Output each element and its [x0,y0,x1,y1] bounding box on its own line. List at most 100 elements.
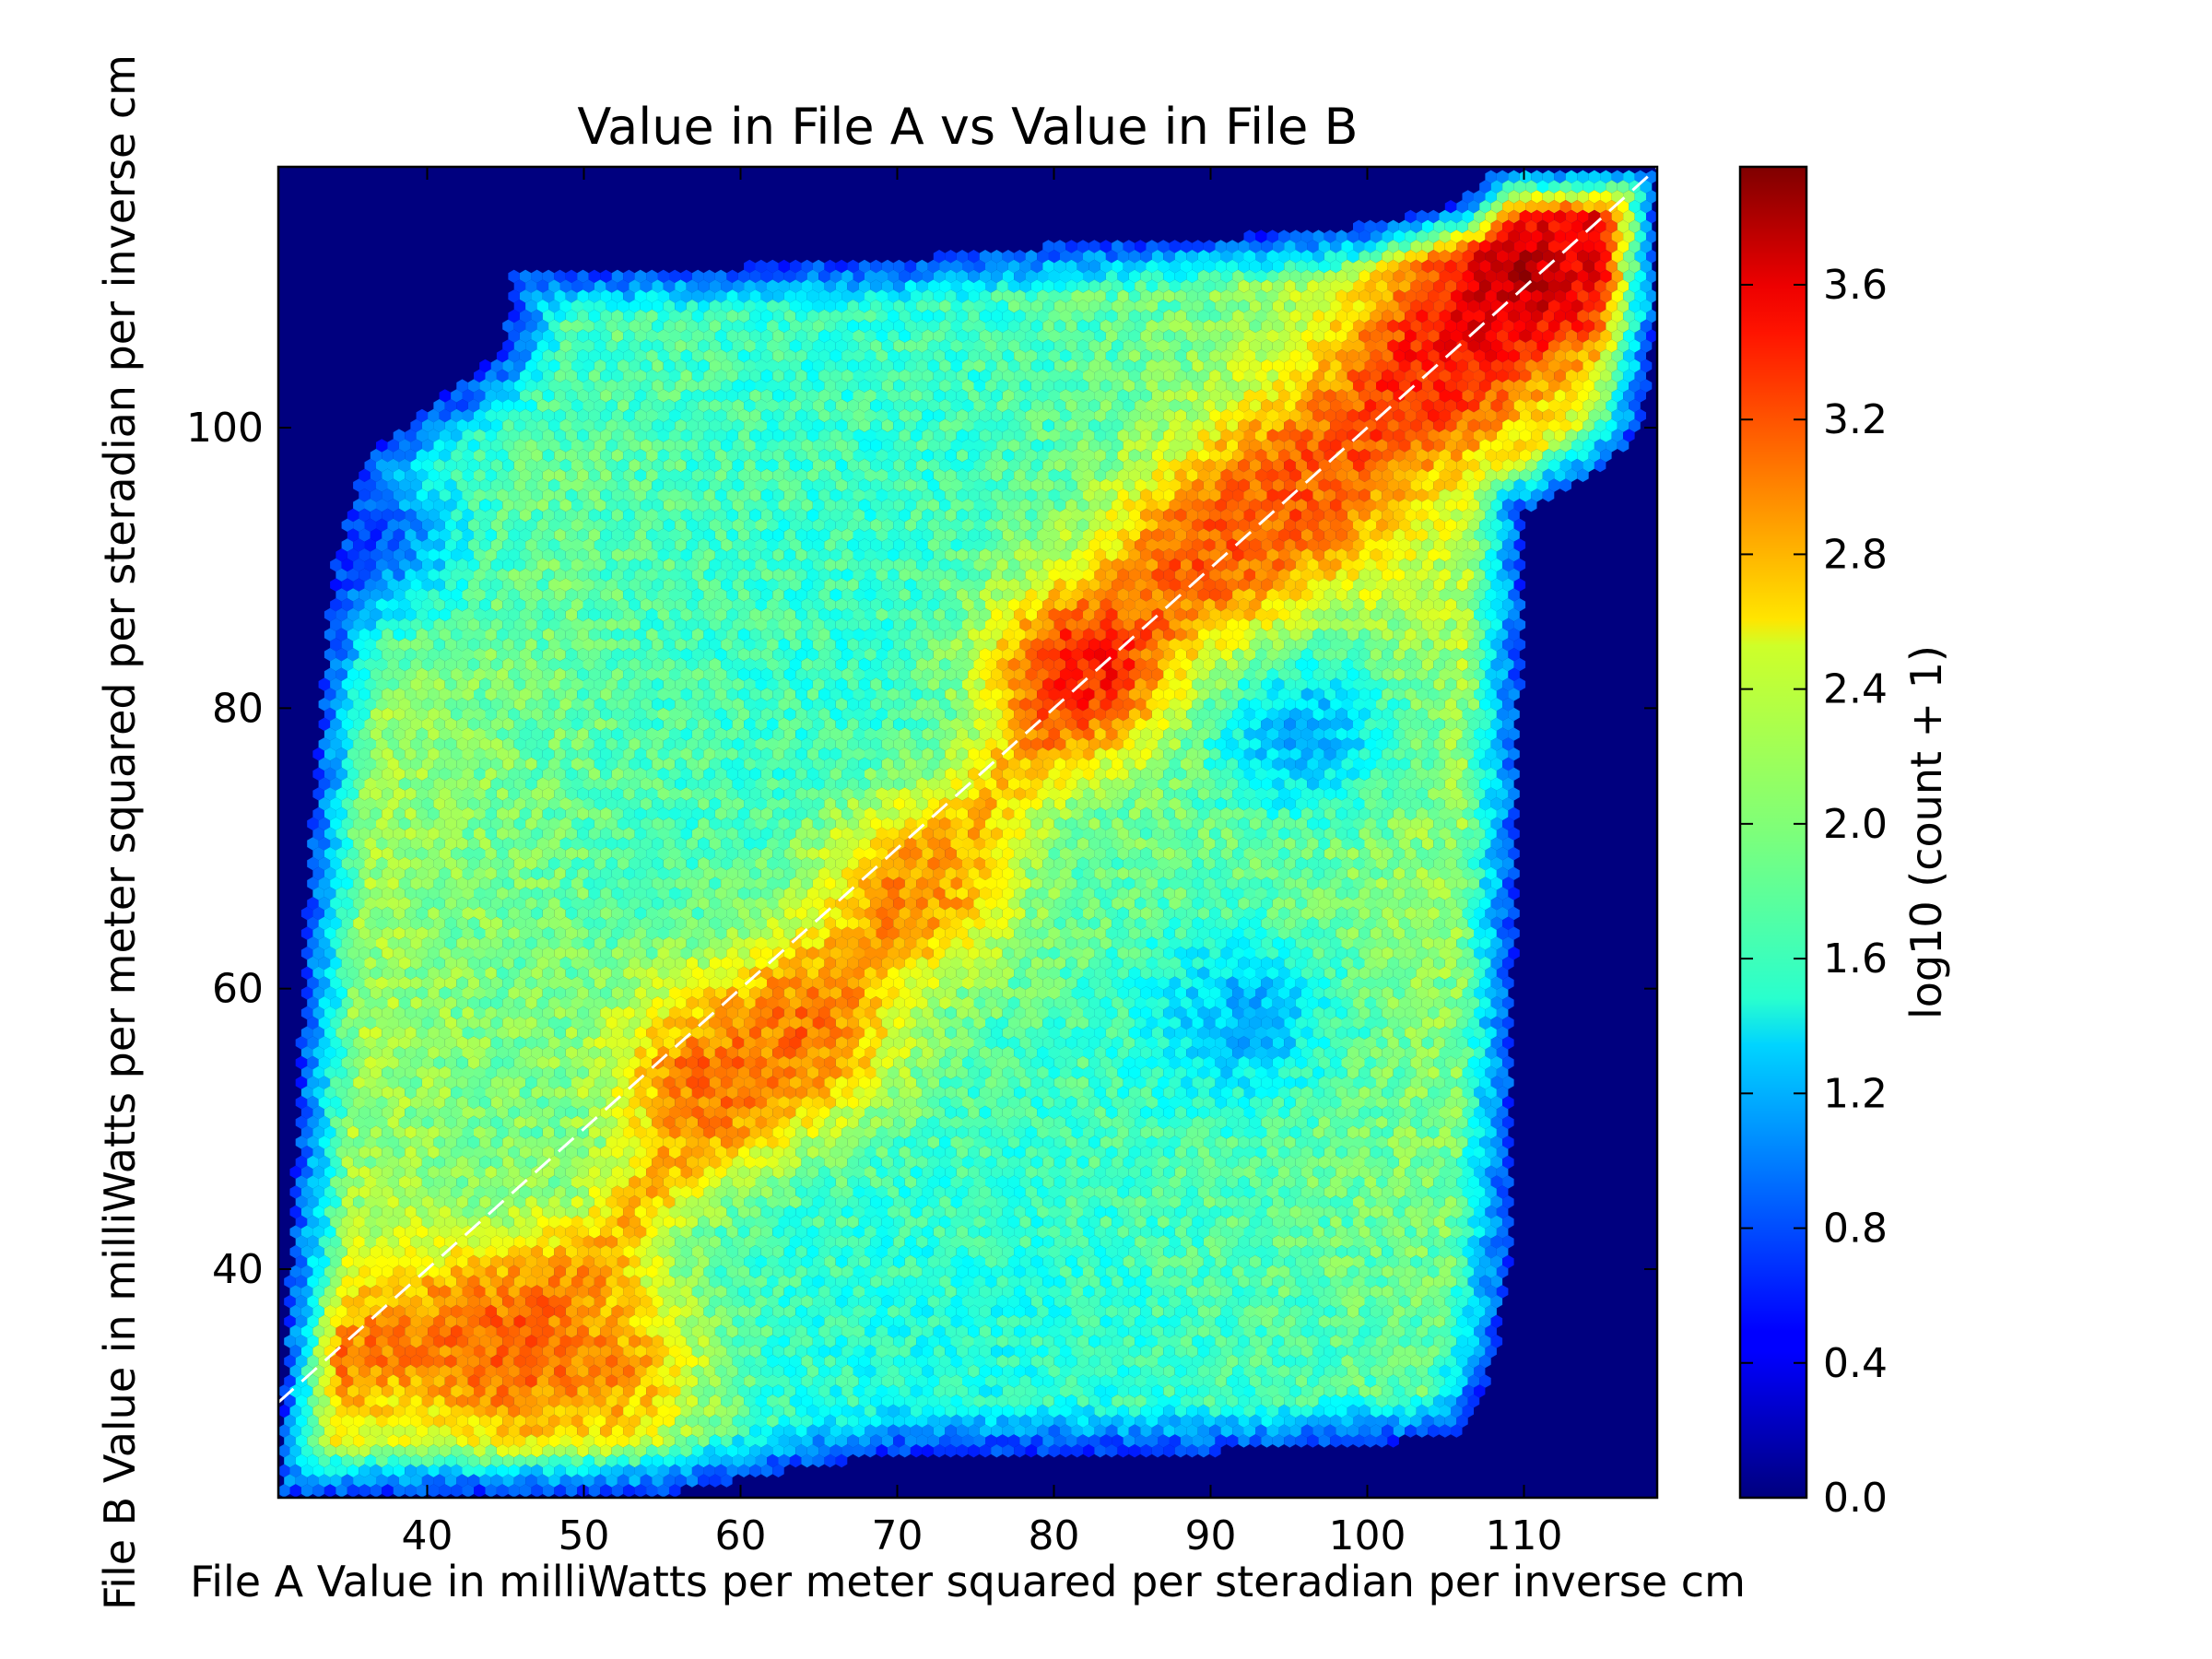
hexbin-cell [979,269,992,283]
hexbin-cell [1623,190,1635,204]
hexbin-cell [1565,190,1578,204]
hexbin-cell [1376,279,1388,293]
hexbin-cell [899,289,911,303]
hexbin-cell [888,289,900,303]
hexbin-cell [1611,229,1624,243]
hexbin-cell [1542,229,1555,243]
hexbin-cell [1243,229,1255,243]
hexbin-cell [1474,209,1486,224]
hexbin-cell [1646,269,1657,283]
hexbin-cell [1209,250,1221,264]
hexbin-cell [767,279,779,293]
hexbin-cell [1359,269,1371,283]
hexbin-cell [1588,190,1601,204]
hexbin-cell [1353,259,1365,274]
hexbin-cell [1611,250,1624,264]
hexbin-cell [1513,200,1526,214]
hexbin-cell [1421,219,1434,233]
hexbin-cell [623,269,635,283]
hexbin-cell [1053,279,1066,293]
hexbin-cell [1146,240,1158,253]
hexbin-cell [744,279,756,293]
hexbin-cell [985,279,997,293]
hexbin-cell [789,259,802,274]
hexbin-cell [1324,269,1336,283]
hexbin-cell [600,269,612,283]
hexbin-cell [1272,279,1285,293]
hexbin-cell [1623,170,1635,183]
hexbin-cell [1335,250,1347,264]
hexbin-cell [772,269,784,283]
hexbin-cell [1232,269,1244,283]
hexbin-cell [1474,250,1486,264]
hexbin-cell [876,269,888,283]
hexbin-cell [1479,279,1491,293]
hexbin-cell [1617,279,1630,293]
hexbin-cell [1393,229,1406,243]
hexbin-cell [1019,259,1031,274]
hexbin-cell [870,259,882,274]
hexbin-cell [778,279,790,293]
hexbin-cell [1554,209,1566,224]
hexbin-cell [950,259,962,274]
hexbin-cell [1600,209,1612,224]
hexbin-cell [634,269,647,283]
hexbin-cell [1416,250,1429,264]
hexbin-cell [1243,250,1255,264]
hexbin-cell [835,259,848,274]
hexbin-cell [1502,200,1514,214]
hexbin-cell [1485,190,1497,204]
hexbin-cell [1065,279,1077,293]
hexbin-cell [1634,209,1646,224]
hexbin-cell [1559,219,1571,233]
hexbin-cell [1588,229,1601,243]
hexbin-cell [1307,240,1319,253]
hexbin-cell [1053,259,1066,274]
hexbin-cell [1583,180,1594,194]
hexbin-cell [950,279,962,293]
hexbin-cell [1519,229,1532,243]
hexbin-cell [1600,170,1612,183]
hexbin-cell [1496,229,1509,243]
hexbin-cell [1479,219,1491,233]
hexbin-cell [1272,259,1285,274]
hexbin-cell [1600,250,1612,264]
hexbin-cell [582,279,594,293]
hexbin-cell [1100,259,1112,274]
hexbin-cell [1387,240,1399,253]
hexbin-cell [1583,259,1594,274]
hexbin-cell [1536,240,1548,253]
hexbin-cell [1634,250,1646,264]
hexbin-cell [1634,229,1646,243]
hexbin-cell [1474,229,1486,243]
hexbin-cell [1105,269,1118,283]
hexbin-cell [1174,250,1187,264]
hexbin-cell [1462,269,1474,283]
hexbin-cell [1278,269,1290,283]
hexbin-cell [1300,269,1313,283]
hexbin-cell [519,289,532,303]
hexbin-cell [606,279,618,293]
hexbin-cell [1444,200,1457,214]
hexbin-cell [1485,250,1497,264]
hexbin-cell [1577,250,1589,264]
hexbin-cell [1387,279,1399,293]
hexbin-cell [1071,269,1083,283]
hexbin-cell [1123,240,1135,253]
hexbin-cell [789,279,802,293]
hexbin-cell [1261,259,1273,274]
hexbin-cell [1548,279,1560,293]
hexbin-cell [996,259,1008,274]
hexbin-cell [709,279,722,293]
hexbin-cell [611,289,624,303]
hexbin-cell [657,289,669,303]
hexbin-cell [1490,200,1503,214]
hexbin-cell [835,279,848,293]
hexbin-cell [1261,279,1273,293]
hexbin-cell [588,269,601,283]
hexbin-cell [1634,269,1646,283]
hexbin-cell [876,289,888,303]
hexbin-cell [1421,279,1434,293]
hexbin-cell [1502,259,1514,274]
hexbin-cell [1300,229,1313,243]
